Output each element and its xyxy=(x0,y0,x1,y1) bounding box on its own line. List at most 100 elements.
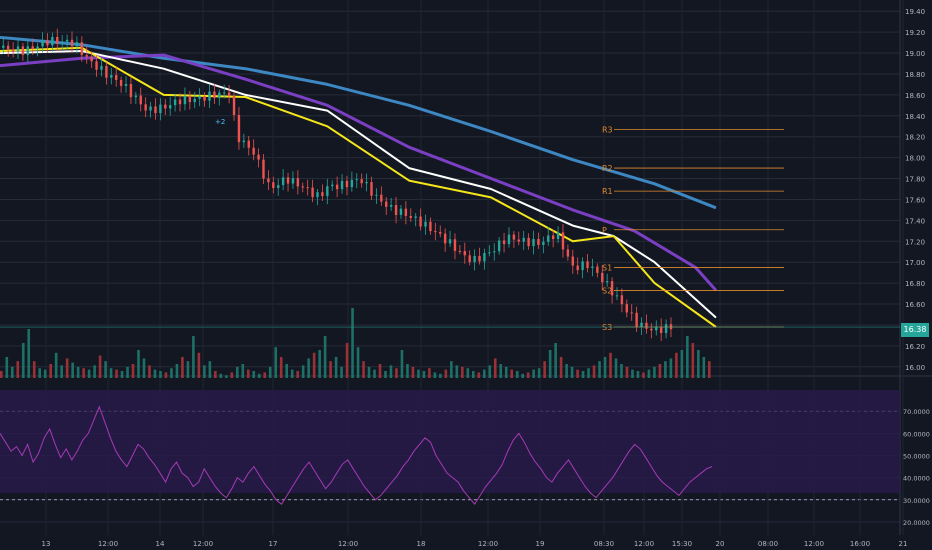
candle-body xyxy=(586,261,589,268)
candle-body xyxy=(257,154,260,160)
volume-bar xyxy=(268,366,272,378)
candle-body xyxy=(394,205,398,215)
candle-body xyxy=(110,75,113,78)
time-axis[interactable]: 13 12:00 14 12:00 17 12:00 18 12:00 19 08:30 12:00… xyxy=(42,540,908,548)
candle-body xyxy=(365,182,368,184)
candle-body xyxy=(11,49,15,52)
volume-bar xyxy=(373,369,376,378)
candle-body xyxy=(149,106,152,111)
volume-bar xyxy=(296,371,299,378)
volume-bar xyxy=(43,369,47,378)
candle-body xyxy=(551,235,555,240)
candle-body xyxy=(60,41,64,44)
candle-body xyxy=(331,184,334,187)
candle-body xyxy=(522,237,525,242)
time-tick-label: 12:00 xyxy=(193,540,213,548)
volume-bar xyxy=(378,364,382,378)
volume-bar xyxy=(592,365,596,378)
candle-body xyxy=(404,208,408,216)
time-tick-label: 12:00 xyxy=(338,540,358,548)
candle-body xyxy=(468,255,471,263)
time-tick-label: 19 xyxy=(536,540,545,548)
volume-bar xyxy=(32,361,36,378)
volume-bar xyxy=(488,365,492,378)
candle-body xyxy=(56,36,59,44)
time-tick-label: 12:00 xyxy=(478,540,498,548)
volume-bar xyxy=(461,366,464,378)
volume-bar xyxy=(87,369,91,378)
price-axis[interactable]: 19.40 19.20 19.00 18.80 18.60 18.40 18.20 18.00… xyxy=(903,8,930,527)
volume-bar xyxy=(329,361,332,378)
candle-body xyxy=(26,46,30,55)
candle-body xyxy=(453,239,457,251)
volume-bar xyxy=(65,358,69,378)
volume-bar xyxy=(450,361,453,378)
candle-body xyxy=(193,98,196,103)
candle-body xyxy=(326,186,329,197)
candle-body xyxy=(70,39,74,47)
volume-bar xyxy=(104,361,107,378)
candle-body xyxy=(247,140,250,148)
volume-bar xyxy=(38,368,42,378)
price-tick-label: 18.20 xyxy=(905,134,925,142)
candle-body xyxy=(429,221,432,232)
candle-body xyxy=(31,46,34,49)
volume-bar xyxy=(285,364,288,378)
candle-body xyxy=(129,83,133,98)
volume-bar xyxy=(214,371,217,378)
candle-body xyxy=(2,45,5,48)
time-tick-label: 13 xyxy=(42,540,51,548)
volume-bar xyxy=(455,365,459,378)
volume-bar xyxy=(554,343,557,378)
volume-bar xyxy=(21,343,25,378)
volume-bar xyxy=(532,369,535,378)
volume-bar xyxy=(93,365,96,378)
time-tick-label: 15:30 xyxy=(672,540,692,548)
candle-body xyxy=(105,66,108,78)
candle-body xyxy=(218,92,221,99)
candle-body xyxy=(124,83,128,86)
candle-body xyxy=(571,256,574,266)
candle-body xyxy=(458,250,462,252)
price-tick-label: 19.20 xyxy=(905,29,925,37)
volume-bar xyxy=(76,366,80,378)
candle-body xyxy=(542,241,545,245)
volume-bar xyxy=(54,352,58,378)
volume-bar xyxy=(439,373,442,378)
moving-average-lines xyxy=(0,35,718,328)
candle-body xyxy=(409,215,412,218)
candle-body xyxy=(281,177,285,186)
price-tick-label: 16.60 xyxy=(905,301,925,309)
volume-bar xyxy=(49,364,52,378)
volume-bar xyxy=(526,372,530,378)
candle-body xyxy=(507,234,511,245)
volume-bar xyxy=(510,369,514,378)
candle-body xyxy=(173,99,177,106)
candle-body xyxy=(21,46,25,55)
candle-body xyxy=(223,92,226,94)
candle-body xyxy=(463,251,466,256)
candle-body xyxy=(635,312,638,328)
candle-body xyxy=(75,42,79,47)
volume-bar xyxy=(148,365,151,378)
time-tick-label: 21 xyxy=(899,540,908,548)
candle-body xyxy=(645,322,648,329)
candle-body xyxy=(360,179,363,184)
candle-body xyxy=(144,104,147,111)
candle-body xyxy=(296,178,300,187)
candle-body xyxy=(512,234,516,240)
candle-body xyxy=(399,208,403,215)
volume-bar xyxy=(120,371,124,378)
volume-bar xyxy=(257,373,261,378)
volume-bar xyxy=(351,308,354,378)
volume-bar xyxy=(493,358,497,378)
candle-body xyxy=(561,232,565,250)
volume-bar xyxy=(647,369,651,378)
volume-bar xyxy=(389,365,393,378)
candle-body xyxy=(532,238,535,247)
volume-bar xyxy=(664,361,667,378)
volume-bar xyxy=(362,361,365,378)
rsi-tick-label: 50.0000 xyxy=(903,453,930,461)
volume-bar xyxy=(126,366,129,378)
